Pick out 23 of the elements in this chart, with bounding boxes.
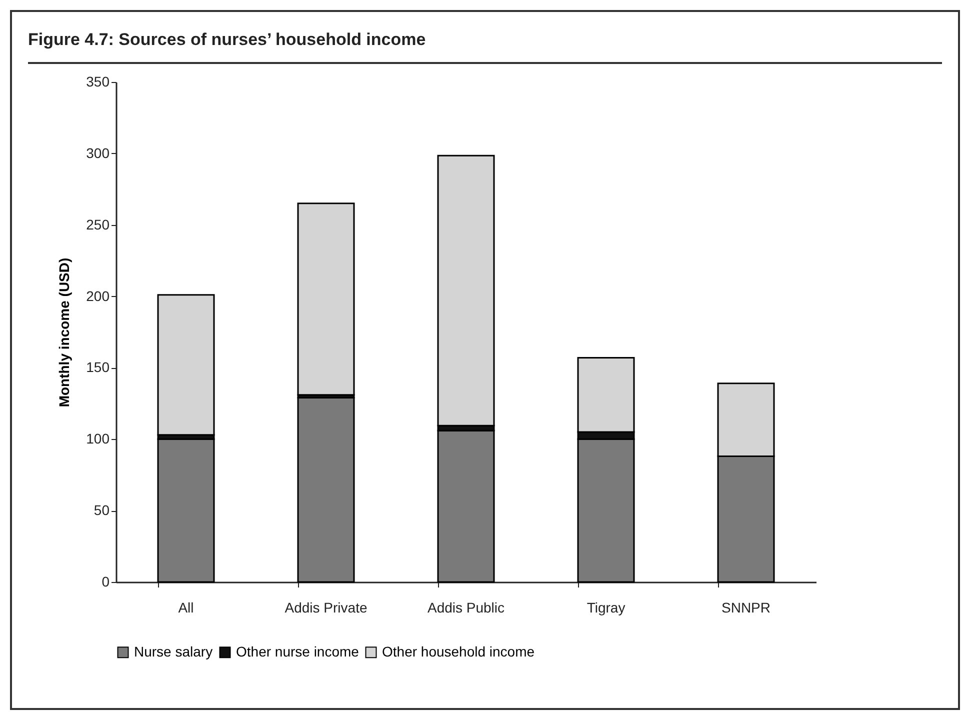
bar	[297, 202, 355, 396]
y-tick-label: 150	[86, 359, 110, 376]
x-tick-label: Addis Public	[427, 600, 505, 616]
bar	[157, 438, 215, 583]
x-tick-label: Tigray	[586, 600, 626, 616]
y-tick-label: 350	[86, 74, 110, 90]
legend-label: Nurse salary	[134, 643, 213, 660]
bar	[437, 430, 495, 583]
x-tick-label: SNNPR	[721, 600, 771, 616]
bar	[297, 396, 355, 583]
legend-label: Other household income	[382, 643, 535, 660]
y-tick-label: 50	[94, 502, 110, 518]
y-tick-label: 200	[86, 288, 110, 304]
x-tick-label: Addis Private	[284, 600, 368, 616]
y-tick-label: 0	[102, 574, 110, 590]
legend-label: Other nurse income	[236, 643, 360, 660]
x-tick-label: All	[178, 600, 194, 616]
y-tick-label: 250	[86, 216, 110, 232]
bar	[157, 294, 215, 436]
y-tick-label: 300	[86, 144, 110, 161]
y-tick-label: 100	[86, 430, 110, 447]
y-axis-title: Monthly income (USD)	[56, 258, 72, 408]
chart-title: Figure 4.7: Sources of nurses’ household income	[28, 30, 942, 64]
